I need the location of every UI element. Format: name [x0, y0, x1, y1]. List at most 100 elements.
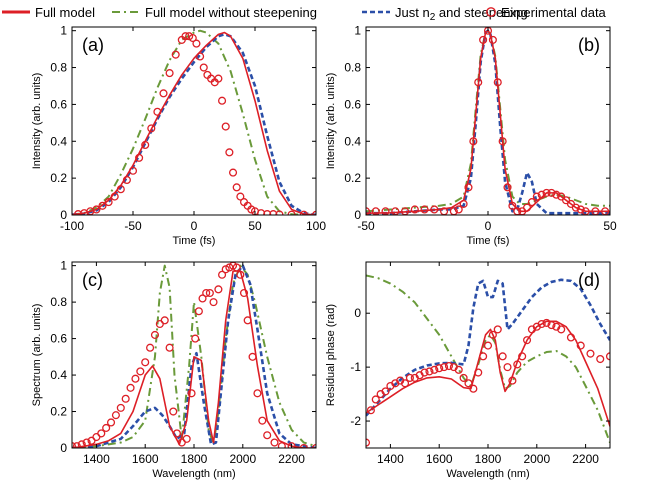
data-point — [488, 35, 497, 44]
axes-box — [365, 261, 611, 449]
data-point — [72, 442, 77, 448]
data-point — [391, 207, 400, 215]
x-tick-label: -50 — [357, 219, 375, 233]
data-point — [277, 442, 286, 448]
data-point — [420, 368, 429, 377]
y-axis-label: Intensity (arb. units) — [31, 73, 43, 170]
data-point — [537, 319, 546, 329]
y-tick-label: 0.6 — [50, 332, 67, 346]
data-point — [159, 89, 168, 98]
y-tick-label: 1 — [354, 24, 361, 38]
series-n2 — [366, 29, 610, 215]
x-axis-label: Wavelength (nm) — [446, 468, 529, 480]
data-point — [542, 318, 551, 327]
y-tick-label: -2 — [350, 414, 361, 428]
panel-a: -100 -50 0 50 100 0 0.2 0.4 0.6 0.8 1 Time (fs) Inte… — [31, 24, 326, 247]
data-point — [381, 387, 390, 396]
panels: -100 -50 0 50 100 0 0.2 0.4 0.6 0.8 1 Time (fs) Inte… — [31, 24, 617, 480]
y-axis-label: Spectrum (arb. units) — [31, 304, 43, 407]
x-tick-label: 50 — [248, 219, 262, 233]
data-point — [459, 199, 468, 208]
data-point — [420, 205, 429, 214]
data-point — [232, 263, 241, 272]
y-tick-label: 0.4 — [50, 368, 67, 382]
data-point — [410, 205, 419, 214]
data-point — [405, 373, 414, 382]
x-tick-label: 1400 — [83, 452, 110, 466]
data-point — [547, 188, 556, 197]
data-point — [270, 438, 279, 447]
x-tick-label: 100 — [306, 219, 326, 233]
data-point — [181, 32, 190, 41]
data-point — [469, 384, 478, 393]
data-point — [82, 438, 91, 447]
data-point — [214, 285, 223, 294]
data-point — [454, 365, 463, 374]
data-point — [425, 367, 434, 376]
data-point — [263, 210, 272, 215]
data-point — [98, 201, 107, 210]
data-point — [493, 325, 502, 334]
x-tick-label: 2200 — [278, 452, 305, 466]
y-tick-label: 1 — [60, 259, 67, 273]
data-point — [214, 74, 223, 83]
legend: Full model Full model without steepening J… — [2, 5, 607, 23]
data-point — [116, 403, 125, 412]
x-axis-label: Time (fs) — [173, 235, 216, 247]
data-point — [198, 294, 207, 303]
y-tick-label: 0 — [354, 306, 361, 320]
data-point — [596, 354, 605, 364]
data-point — [571, 203, 580, 212]
data-point — [104, 198, 113, 207]
data-point — [263, 431, 272, 440]
panel-label: (d) — [578, 270, 600, 290]
y-tick-label: 0.2 — [50, 405, 67, 419]
data-point — [287, 442, 296, 448]
data-point — [128, 166, 138, 175]
data-point — [542, 188, 551, 197]
data-point — [102, 423, 111, 432]
x-tick-label: 1600 — [426, 452, 453, 466]
x-tick-label: 2200 — [572, 452, 599, 466]
x-axis-label: Time (fs) — [467, 235, 510, 247]
y-axis-label: Residual phase (rad) — [325, 304, 337, 406]
series-exp — [366, 27, 610, 215]
data-point — [92, 205, 101, 214]
series-n2 — [366, 278, 610, 417]
data-point — [122, 175, 131, 185]
data-point — [239, 288, 249, 298]
x-tick-label: 0 — [485, 219, 492, 233]
data-point — [275, 210, 284, 215]
y-tick-label: 0.2 — [50, 171, 67, 185]
data-point — [253, 389, 262, 398]
data-point — [586, 349, 595, 358]
data-point — [160, 316, 169, 325]
data-point — [547, 321, 556, 330]
x-tick-label: 50 — [603, 219, 617, 233]
data-point — [97, 429, 106, 438]
data-point — [135, 153, 144, 162]
data-point — [508, 201, 517, 210]
data-point — [131, 374, 140, 383]
data-point — [522, 336, 532, 345]
data-point — [188, 34, 197, 43]
x-tick-label: -100 — [60, 219, 84, 233]
x-tick-label: 0 — [191, 219, 198, 233]
data-point — [479, 35, 488, 44]
x-tick-label: 2000 — [229, 452, 256, 466]
x-tick-label: 1800 — [475, 452, 502, 466]
y-tick-label: 0.8 — [50, 61, 67, 75]
y-tick-label: 0.6 — [344, 97, 361, 111]
data-point — [199, 63, 208, 72]
data-point — [493, 78, 502, 87]
data-point — [209, 298, 218, 307]
data-point — [459, 373, 468, 382]
panel-label: (a) — [82, 35, 104, 55]
data-point — [444, 361, 454, 371]
data-point — [527, 198, 536, 207]
y-tick-label: 0.8 — [50, 295, 67, 309]
data-point — [106, 418, 116, 427]
axes-box — [365, 26, 611, 216]
